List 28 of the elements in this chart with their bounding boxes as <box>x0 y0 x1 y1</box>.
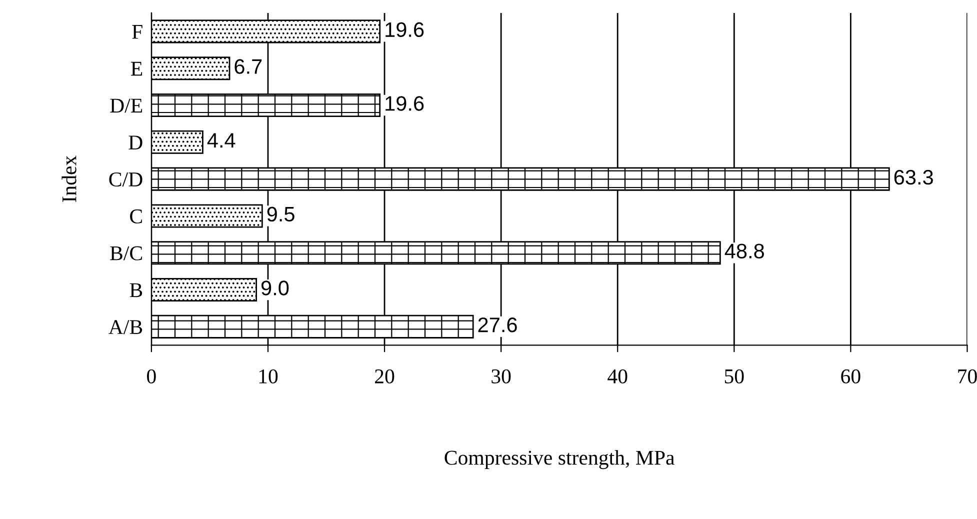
data-label: 19.6 <box>386 22 424 38</box>
data-label: 9.0 <box>261 280 289 296</box>
y-axis-title: Index <box>62 156 76 202</box>
y-tick-label: C/D <box>109 172 142 186</box>
y-tick-label: D/E <box>110 98 142 113</box>
x-tick-label: 30 <box>492 369 511 384</box>
x-tick-label: 40 <box>608 369 628 384</box>
data-label: 6.7 <box>234 59 262 74</box>
y-tick-label: E <box>130 62 142 76</box>
x-tick-label: 0 <box>147 369 156 384</box>
data-label: 63.3 <box>894 170 933 185</box>
y-tick-label: B/C <box>110 246 142 260</box>
y-tick-label: C <box>130 209 142 224</box>
x-tick-label: 10 <box>259 369 278 384</box>
data-label: 19.6 <box>386 96 424 111</box>
x-axis-title: Compressive strength, MPa <box>444 450 674 470</box>
x-tick-label: 50 <box>724 369 744 384</box>
data-label: 4.4 <box>207 133 236 148</box>
y-tick-label: F <box>132 25 142 39</box>
data-label: 9.5 <box>267 206 294 222</box>
y-tick-label: B <box>130 283 142 298</box>
data-label: 48.8 <box>724 244 764 258</box>
x-tick-label: 70 <box>958 369 977 384</box>
y-tick-label: D <box>128 136 142 150</box>
x-tick-label: 20 <box>375 369 394 384</box>
data-label: 27.6 <box>478 318 517 332</box>
x-tick-label: 60 <box>841 369 860 384</box>
y-tick-label: A/B <box>108 320 142 334</box>
